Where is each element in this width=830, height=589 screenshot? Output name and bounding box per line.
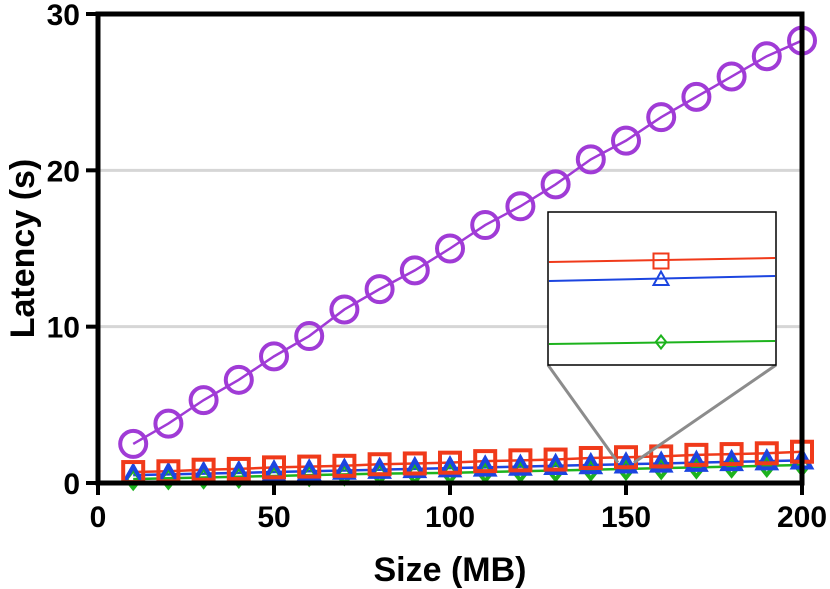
x-tick-label: 200 (777, 501, 827, 534)
zoom-inset (546, 211, 777, 464)
data-point (684, 442, 709, 467)
data-point (611, 125, 641, 156)
data-point (399, 255, 430, 286)
data-point (402, 455, 428, 479)
data-point (575, 144, 606, 175)
data-point (118, 428, 149, 459)
data-point (297, 454, 322, 479)
data-point (578, 451, 604, 475)
inset-connector-line (546, 364, 620, 464)
data-point (508, 448, 533, 473)
y-tick-label: 30 (47, 0, 80, 32)
data-point (649, 444, 674, 469)
data-point (473, 449, 498, 474)
x-tick-label: 100 (425, 501, 475, 534)
data-point (751, 41, 782, 72)
x-tick-label: 50 (257, 501, 290, 534)
data-point (191, 457, 216, 482)
data-point (613, 451, 639, 474)
inset-frame (547, 211, 777, 366)
data-point (367, 452, 392, 477)
data-point (719, 442, 744, 467)
data-point (754, 441, 779, 466)
data-point (543, 447, 568, 472)
data-point (364, 274, 395, 305)
inset-series-line (548, 340, 776, 345)
data-point (259, 341, 289, 372)
data-point (614, 445, 638, 470)
data-point (754, 447, 780, 471)
data-point (437, 455, 463, 478)
x-axis-title: Size (MB) (374, 551, 527, 589)
data-point (543, 452, 568, 476)
inset-data-point (654, 333, 668, 351)
series-line (133, 450, 803, 474)
data-point (332, 453, 357, 478)
data-point (367, 456, 392, 479)
inset-series-line (548, 257, 776, 263)
y-tick-label: 10 (47, 312, 80, 345)
data-point (438, 450, 462, 475)
inset-connector-line (633, 363, 777, 464)
data-point (648, 450, 674, 473)
inset-series-line (548, 275, 776, 282)
y-tick-label: 20 (47, 155, 80, 188)
data-point (226, 456, 251, 481)
data-point (262, 455, 286, 480)
axis-ticks: 0 10 20 30 0 50 100 150 200 (47, 0, 827, 534)
data-point (646, 102, 677, 133)
x-tick-label: 0 (90, 501, 107, 534)
y-axis-title: Latency (s) (4, 159, 42, 339)
data-point (505, 191, 536, 222)
y-tick-label: 0 (63, 468, 80, 501)
data-point (719, 448, 744, 472)
data-point (684, 449, 709, 472)
data-point (188, 385, 219, 416)
series-line (132, 39, 803, 445)
data-point (294, 321, 325, 352)
inset-data-point (651, 269, 671, 286)
data-point (435, 233, 465, 264)
data-point (402, 451, 427, 476)
data-point (508, 453, 533, 476)
data-point (472, 454, 498, 477)
data-point (223, 364, 254, 395)
data-point (153, 408, 184, 439)
data-point (681, 81, 712, 112)
data-point (540, 169, 571, 200)
data-point (578, 445, 603, 470)
x-tick-label: 150 (601, 501, 651, 534)
data-point (716, 61, 747, 92)
inset-data-point (652, 252, 670, 270)
data-point (329, 294, 360, 325)
data-point (470, 210, 501, 241)
